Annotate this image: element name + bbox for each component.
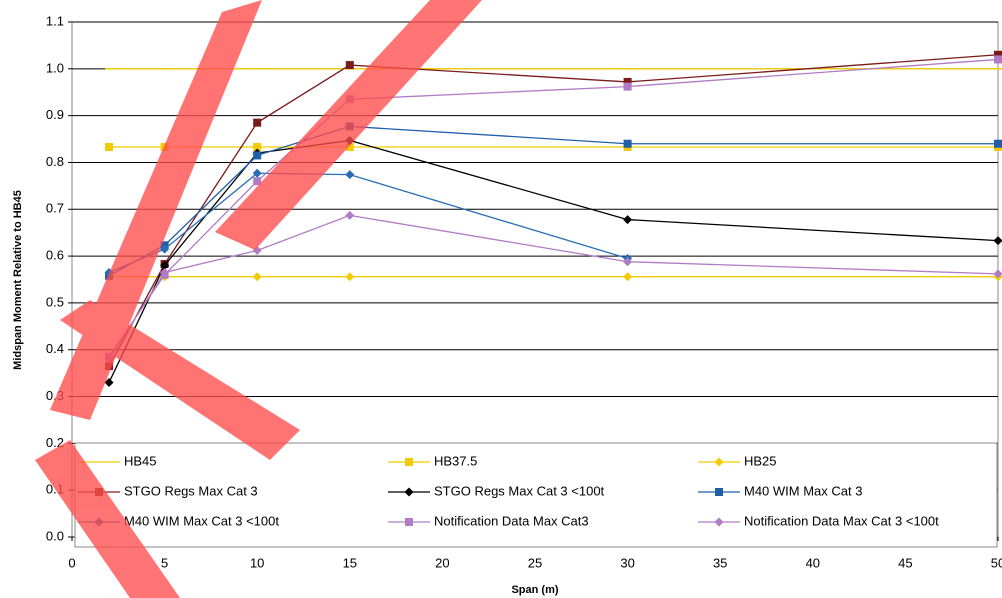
legend: [74, 442, 998, 548]
marker: [405, 458, 413, 466]
legend-label: HB45: [124, 453, 157, 468]
marker: [345, 272, 355, 282]
marker: [714, 517, 724, 527]
legend-label: HB37.5: [434, 453, 477, 468]
y-tick-label: 0.8: [46, 154, 64, 169]
x-tick-label: 10: [250, 555, 264, 570]
series-line: [108, 139, 999, 383]
y-axis-title: Midspan Moment Relative to HB45: [12, 190, 24, 370]
series-line: [108, 214, 999, 360]
y-tick-label: 0.2: [46, 435, 64, 450]
y-tick-label: 0.1: [46, 482, 64, 497]
y-tick-label: 0.5: [46, 294, 64, 309]
y-tick-label: 0.7: [46, 201, 64, 216]
marker: [405, 518, 413, 526]
marker: [994, 55, 1002, 64]
legend-label: Notification Data Max Cat3: [434, 513, 589, 528]
y-tick-label: 1.0: [46, 60, 64, 75]
y-tick-label: 0.6: [46, 248, 64, 263]
marker: [345, 122, 354, 131]
marker: [345, 170, 355, 180]
x-tick-label: 50: [991, 555, 1002, 570]
legend-label: Notification Data Max Cat 3 <100t: [744, 513, 939, 528]
marker: [994, 139, 1002, 148]
marker: [252, 272, 262, 282]
marker: [160, 143, 169, 152]
marker: [714, 457, 724, 467]
marker: [253, 177, 262, 186]
y-tick-label: 0.0: [46, 528, 64, 543]
marker: [623, 77, 632, 86]
x-tick-label: 30: [620, 555, 634, 570]
y-tick-label: 0.4: [46, 341, 64, 356]
x-tick-label: 15: [343, 555, 357, 570]
marker: [623, 272, 633, 282]
marker: [345, 95, 354, 104]
y-tick-label: 1.1: [46, 13, 64, 28]
marker: [623, 257, 633, 267]
x-tick-label: 20: [435, 555, 449, 570]
marker: [994, 50, 1002, 59]
marker: [95, 488, 103, 496]
x-axis-title: Span (m): [511, 584, 558, 596]
legend-label: HB25: [744, 453, 777, 468]
marker: [345, 61, 354, 70]
x-tick-label: 25: [528, 555, 542, 570]
marker: [253, 151, 262, 160]
y-tick-label: 0.9: [46, 107, 64, 122]
x-tick-label: 35: [713, 555, 727, 570]
marker: [404, 487, 414, 497]
legend-label: M40 WIM Max Cat 3 <100t: [124, 513, 279, 528]
marker: [345, 210, 355, 220]
x-tick-label: 5: [161, 555, 168, 570]
marker: [993, 236, 1002, 246]
marker: [104, 378, 114, 387]
x-tick-label: 45: [898, 555, 912, 570]
y-tick-label: 0.3: [46, 388, 64, 403]
marker: [623, 82, 632, 91]
marker: [623, 139, 632, 148]
marker: [105, 143, 114, 152]
series-line: [108, 58, 999, 358]
legend-label: STGO Regs Max Cat 3: [124, 483, 258, 498]
marker: [715, 488, 723, 496]
series-line: [108, 54, 999, 367]
marker: [253, 118, 262, 127]
x-tick-label: 0: [68, 555, 75, 570]
marker: [623, 215, 633, 225]
x-tick-label: 40: [806, 555, 820, 570]
legend-label: M40 WIM Max Cat 3: [744, 483, 862, 498]
marker: [252, 245, 262, 255]
marker: [993, 269, 1002, 279]
legend-label: STGO Regs Max Cat 3 <100t: [434, 483, 605, 498]
